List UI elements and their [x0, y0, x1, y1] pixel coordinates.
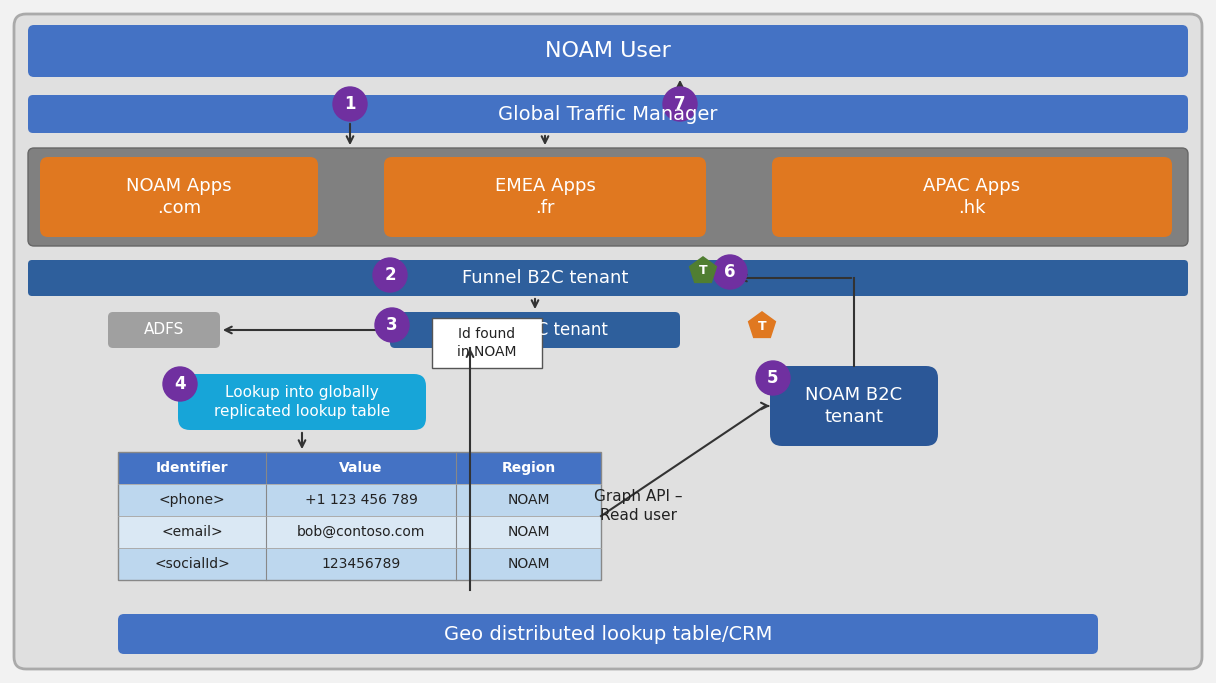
FancyBboxPatch shape — [772, 157, 1172, 237]
Circle shape — [373, 258, 407, 292]
Bar — [118, 452, 601, 580]
Text: 3: 3 — [387, 316, 398, 334]
Text: NOAM: NOAM — [507, 525, 550, 539]
Circle shape — [163, 367, 197, 401]
Text: bob@contoso.com: bob@contoso.com — [297, 525, 426, 539]
Text: Region: Region — [501, 461, 556, 475]
Text: ADFS: ADFS — [143, 322, 184, 337]
Bar — [118, 516, 601, 548]
Text: 6: 6 — [725, 263, 736, 281]
Bar — [118, 548, 601, 580]
Text: NOAM Apps
.com: NOAM Apps .com — [126, 177, 232, 217]
Text: Lookup into globally
replicated lookup table: Lookup into globally replicated lookup t… — [214, 385, 390, 419]
FancyBboxPatch shape — [28, 260, 1188, 296]
Text: Id found
in NOAM: Id found in NOAM — [457, 327, 517, 359]
Circle shape — [663, 87, 697, 121]
FancyBboxPatch shape — [28, 148, 1188, 246]
Text: 7: 7 — [674, 95, 686, 113]
Circle shape — [375, 308, 409, 342]
Text: Graph API –
Read user: Graph API – Read user — [593, 489, 682, 522]
FancyBboxPatch shape — [384, 157, 706, 237]
Circle shape — [756, 361, 790, 395]
FancyBboxPatch shape — [15, 14, 1201, 669]
Text: <phone>: <phone> — [158, 493, 225, 507]
Text: 1: 1 — [344, 95, 356, 113]
FancyBboxPatch shape — [28, 95, 1188, 133]
Text: 5: 5 — [767, 369, 778, 387]
Text: +1 123 456 789: +1 123 456 789 — [304, 493, 417, 507]
FancyBboxPatch shape — [40, 157, 319, 237]
Bar — [432, 318, 542, 368]
Text: EMEA Apps
.fr: EMEA Apps .fr — [495, 177, 596, 217]
Text: 123456789: 123456789 — [321, 557, 400, 571]
FancyBboxPatch shape — [28, 25, 1188, 77]
Polygon shape — [688, 256, 717, 283]
FancyBboxPatch shape — [390, 312, 680, 348]
Bar — [118, 452, 601, 484]
FancyBboxPatch shape — [178, 374, 426, 430]
Text: Value: Value — [339, 461, 383, 475]
FancyBboxPatch shape — [108, 312, 220, 348]
Text: 4: 4 — [174, 375, 186, 393]
Text: Identifier: Identifier — [156, 461, 229, 475]
Text: APAC Apps
.hk: APAC Apps .hk — [923, 177, 1020, 217]
Text: NOAM B2C
tenant: NOAM B2C tenant — [805, 386, 902, 426]
Circle shape — [333, 87, 367, 121]
Text: 2: 2 — [384, 266, 396, 284]
Polygon shape — [748, 311, 776, 338]
Text: T: T — [699, 264, 708, 277]
Text: Geo distributed lookup table/CRM: Geo distributed lookup table/CRM — [444, 624, 772, 643]
Text: NOAM: NOAM — [507, 557, 550, 571]
Bar — [118, 484, 601, 516]
Text: Funnel B2C tenant: Funnel B2C tenant — [462, 269, 629, 287]
Text: Global Traffic Manager: Global Traffic Manager — [499, 104, 717, 124]
Text: <socialId>: <socialId> — [154, 557, 230, 571]
Text: NOAM User: NOAM User — [545, 41, 671, 61]
Text: EMEA B2C tenant: EMEA B2C tenant — [462, 321, 608, 339]
Circle shape — [713, 255, 747, 289]
FancyBboxPatch shape — [770, 366, 938, 446]
Text: <email>: <email> — [162, 525, 223, 539]
Text: NOAM: NOAM — [507, 493, 550, 507]
FancyBboxPatch shape — [118, 614, 1098, 654]
Text: T: T — [758, 320, 766, 333]
